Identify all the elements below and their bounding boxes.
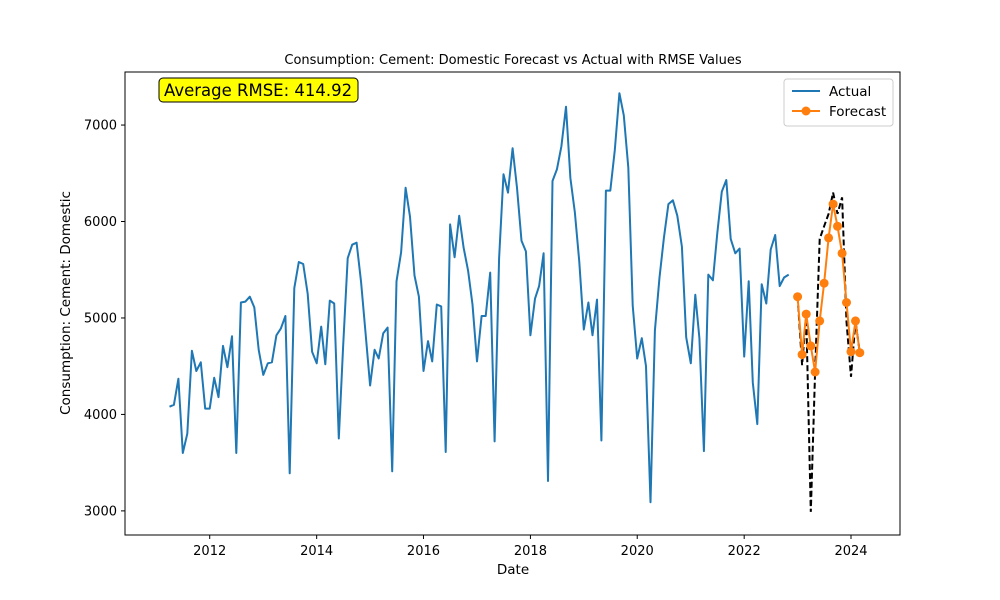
- forecast-point: [819, 278, 829, 288]
- plot-frame: [124, 71, 901, 536]
- forecast-point: [810, 367, 820, 377]
- y-tick-label: 6000: [84, 215, 117, 230]
- x-axis: 2012 2014 2016 2018 2020 2022 2024: [193, 535, 868, 559]
- forecast-point: [801, 309, 811, 319]
- legend-actual-label: Actual: [829, 84, 871, 100]
- x-tick-label: 2018: [514, 544, 547, 559]
- x-tick-label: 2012: [193, 544, 226, 559]
- forecast-point: [833, 221, 842, 231]
- x-tick-label: 2024: [834, 544, 867, 559]
- actual-line: [169, 92, 790, 504]
- forecast-period-actual-series: [796, 192, 861, 512]
- forecast-period-actual-line: [796, 192, 861, 512]
- forecast-point: [806, 341, 816, 351]
- forecast-point: [842, 298, 851, 307]
- legend: Actual Forecast: [783, 78, 894, 127]
- y-tick-label: 5000: [84, 311, 117, 326]
- forecast-point: [828, 199, 838, 209]
- forecast-point: [846, 347, 856, 357]
- forecast-point: [824, 233, 834, 243]
- rmse-text: Average RMSE: 414.92: [164, 81, 352, 100]
- forecast-point: [855, 348, 865, 358]
- forecast-series: [793, 199, 865, 377]
- plot-area: [169, 92, 865, 512]
- y-tick-label: 7000: [84, 119, 117, 134]
- x-tick-label: 2016: [407, 544, 440, 559]
- y-axis: 3000 4000 5000 6000 7000: [84, 119, 125, 519]
- rmse-annotation: Average RMSE: 414.92: [158, 77, 359, 103]
- x-tick-label: 2022: [728, 544, 761, 559]
- y-tick-label: 3000: [84, 504, 117, 519]
- forecast-point: [851, 316, 860, 326]
- x-tick-label: 2020: [621, 544, 654, 559]
- forecast-point: [815, 316, 825, 326]
- chart-title: Consumption: Cement: Domestic Forecast v…: [284, 53, 741, 68]
- forecast-point: [837, 248, 847, 258]
- legend-forecast-marker: [801, 106, 811, 116]
- rmse-box: [158, 77, 359, 103]
- x-axis-label: Date: [497, 562, 529, 578]
- legend-forecast-label: Forecast: [829, 104, 886, 120]
- forecast-point: [793, 292, 803, 302]
- actual-series: [169, 92, 790, 504]
- forecast-point: [797, 350, 807, 360]
- y-tick-label: 4000: [84, 408, 117, 423]
- x-tick-label: 2014: [300, 544, 333, 559]
- y-axis-label: Consumption: Cement: Domestic: [58, 191, 74, 415]
